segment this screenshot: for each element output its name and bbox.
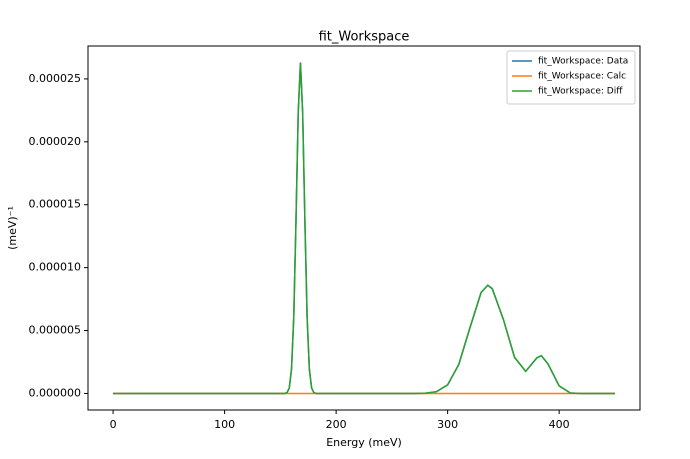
legend-box bbox=[506, 50, 636, 105]
y-tick-label: 0.000025 bbox=[29, 72, 82, 85]
y-tick-label: 0.000015 bbox=[29, 198, 82, 211]
x-axis-label: Energy (meV) bbox=[326, 436, 402, 449]
x-tick-label: 200 bbox=[326, 418, 347, 431]
y-axis-label: (meV)⁻¹ bbox=[6, 206, 19, 250]
x-tick-label: 300 bbox=[437, 418, 458, 431]
x-tick-label: 100 bbox=[214, 418, 235, 431]
y-tick-label: 0.000020 bbox=[29, 135, 82, 148]
legend-label: fit_Workspace: Data bbox=[538, 57, 628, 67]
x-tick-label: 0 bbox=[110, 418, 117, 431]
y-tick-label: 0.000000 bbox=[29, 386, 82, 399]
plot-frame bbox=[87, 45, 641, 411]
legend-label: fit_Workspace: Calc bbox=[538, 72, 626, 82]
x-tick-label: 400 bbox=[549, 418, 570, 431]
y-tick-label: 0.000010 bbox=[29, 261, 82, 274]
series-line bbox=[113, 62, 615, 395]
series-line bbox=[113, 62, 615, 395]
legend-label: fit_Workspace: Diff bbox=[538, 87, 623, 97]
y-tick-label: 0.000005 bbox=[29, 324, 82, 337]
chart-title: fit_Workspace bbox=[319, 30, 410, 45]
